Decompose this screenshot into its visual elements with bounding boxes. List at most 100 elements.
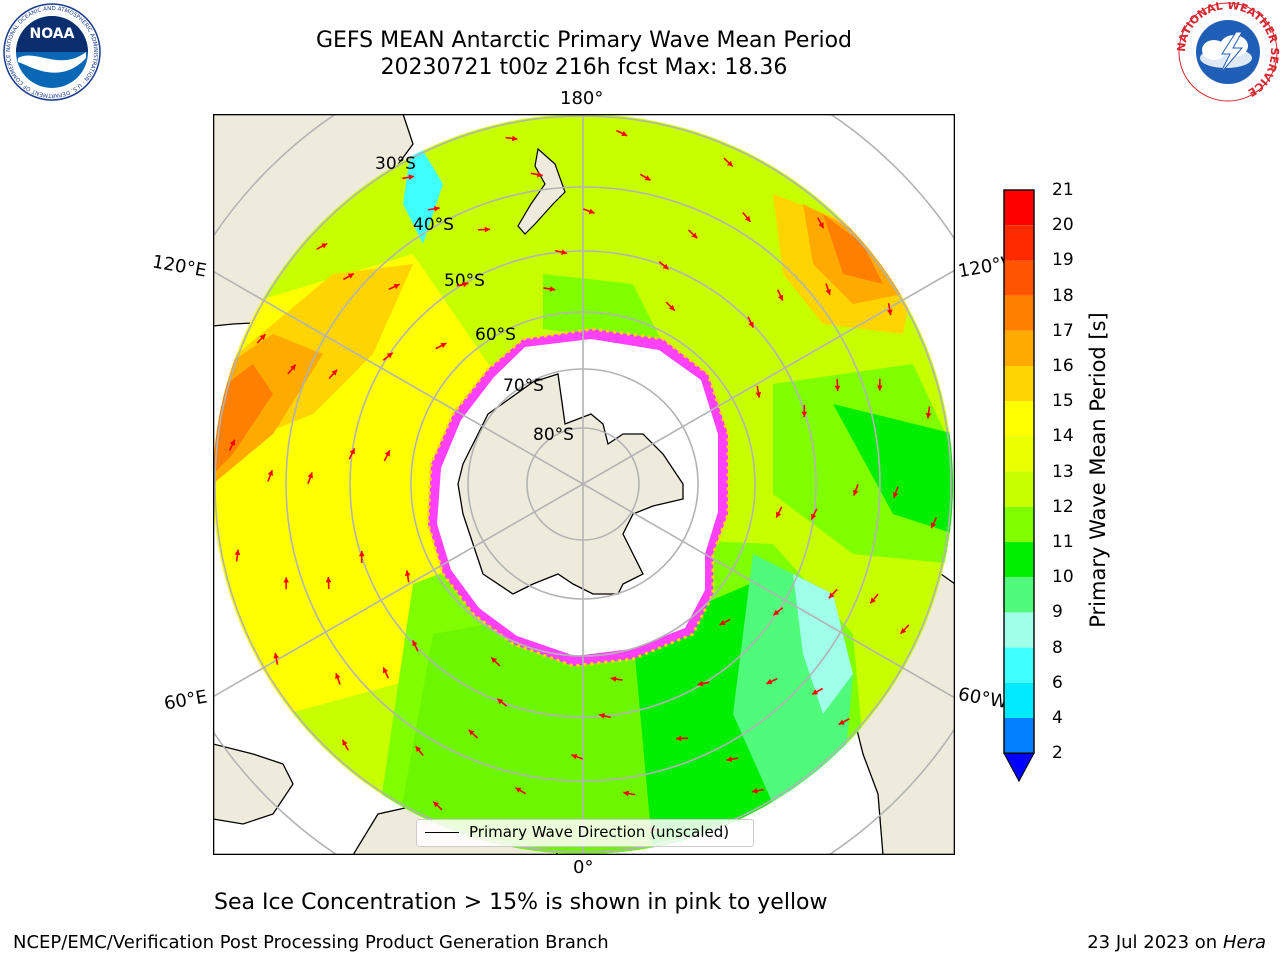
lon-label-0: 0° — [573, 857, 594, 878]
wave-arrow-head — [321, 243, 328, 249]
colorbar-segment — [1004, 436, 1034, 472]
noaa-logo-text: NOAA — [30, 26, 75, 42]
lat-label-50s: 50°S — [444, 271, 485, 291]
wave-arrow-head — [229, 439, 236, 446]
chart-title-line1: GEFS MEAN Antarctic Primary Wave Mean Pe… — [315, 28, 853, 53]
wave-arrow-head — [755, 391, 762, 398]
legend-line-swatch — [425, 832, 459, 833]
colorbar-label: Primary Wave Mean Period [s] — [1086, 312, 1110, 628]
wave-arrow-head — [892, 491, 899, 498]
wave-arrow-head — [549, 286, 556, 292]
wave-arrow-head — [347, 273, 354, 279]
wave-arrow-head — [588, 208, 595, 215]
colorbar-tick: 15 — [1052, 391, 1074, 412]
colorbar-segment — [1004, 295, 1034, 331]
wave-arrow-head — [484, 226, 491, 233]
colorbar-extend-arrow — [1003, 752, 1035, 783]
colorbar-tick: 20 — [1052, 215, 1074, 236]
lat-label-60s: 60°S — [475, 325, 516, 345]
colorbar-tick: 17 — [1052, 320, 1074, 341]
wave-arrow-head — [358, 550, 365, 557]
lat-label-30s: 30°S — [375, 154, 416, 174]
colorbar-segment — [1004, 647, 1034, 683]
wave-arrow-head — [386, 352, 393, 359]
colorbar-tick: 6 — [1052, 672, 1063, 693]
wave-arrow-head — [433, 205, 440, 212]
colorbar-segment — [1004, 577, 1034, 613]
wave-arrow-head — [515, 787, 522, 793]
wave-arrow-head — [811, 513, 817, 520]
wave-arrow-head — [777, 294, 784, 301]
graticule — [213, 114, 955, 855]
colorbar-tick: 8 — [1052, 637, 1063, 658]
colorbar-segment — [1004, 471, 1034, 507]
colorbar-segment — [1004, 682, 1034, 718]
land-antarctica — [457, 373, 684, 595]
colorbar-tick: 14 — [1052, 426, 1074, 447]
colorbar-segment — [1004, 366, 1034, 402]
wave-arrow-head — [773, 609, 780, 616]
wave-arrow-head — [393, 283, 400, 290]
wave-arrow-head — [930, 522, 937, 529]
wave-arrow-head — [621, 130, 628, 137]
colorbar-segment — [1004, 260, 1034, 296]
noaa-logo-icon: NOAA NATIONAL OCEANIC AND ATMOSPHERIC AD… — [0, 2, 104, 102]
wave-arrow-head — [412, 640, 418, 647]
wave-arrow-head — [886, 309, 893, 316]
wave-arrow-head — [599, 713, 605, 719]
wave-arrow-head — [852, 489, 859, 496]
footer-date-text: 23 Jul 2023 on — [1087, 932, 1218, 953]
wave-arrow-head — [870, 597, 876, 604]
wave-arrow-head — [838, 719, 845, 725]
wave-arrow-head — [325, 576, 332, 583]
wave-arrow-head — [623, 790, 629, 797]
wave-arrow-head — [744, 215, 751, 222]
colorbar-frame — [1003, 189, 1035, 754]
wave-arrow-head — [511, 135, 518, 142]
wave-arrow-head — [751, 787, 758, 794]
colorbar-tick: 19 — [1052, 250, 1074, 271]
wave-arrow-head — [335, 673, 341, 680]
colorbar-segment — [1004, 330, 1034, 366]
colorbar-tick: 4 — [1052, 708, 1063, 728]
wave-arrow-head — [697, 680, 704, 687]
colorbar-segment — [1004, 612, 1034, 648]
colorbar-tick: 18 — [1052, 285, 1074, 306]
colorbar-tick: 21 — [1052, 180, 1074, 200]
colorbar-tick: 11 — [1052, 532, 1074, 552]
land-new-zealand — [517, 147, 566, 235]
colorbar — [1003, 189, 1035, 783]
wave-arrow-head — [662, 263, 669, 270]
wave-arrow-head — [719, 619, 726, 626]
wave-arrow-head — [349, 448, 355, 455]
wave-arrow-head — [691, 232, 698, 239]
wave-arrow-head — [825, 288, 831, 295]
wave-arrow-head — [801, 411, 808, 418]
colorbar-tick: 12 — [1052, 496, 1074, 517]
wave-arrow-head — [726, 160, 733, 167]
wave-arrow-head — [571, 753, 578, 760]
footer-date: 23 Jul 2023 on Hera — [1087, 932, 1266, 953]
wave-arrow-head — [900, 627, 907, 634]
lon-label-120e: 120°E — [150, 251, 209, 282]
sea-ice-note: Sea Ice Concentration > 15% is shown in … — [214, 890, 828, 915]
wave-arrow-head — [491, 657, 498, 664]
wave-arrow-head — [331, 369, 338, 376]
wave-arrow-head — [726, 756, 733, 763]
colorbar-segment — [1004, 190, 1034, 226]
wave-arrow-head — [307, 472, 314, 479]
wave-arrow-head — [766, 678, 773, 685]
nws-logo-icon: NATIONAL WEATHER SERVICE — [1175, 0, 1280, 102]
wave-arrow-head — [748, 321, 754, 328]
wave-arrow-head — [234, 549, 241, 556]
lat-label-40s: 40°S — [413, 215, 454, 235]
chart-title-line2: 20230721 t00z 216h fcst Max: 18.36 — [380, 55, 788, 80]
lat-label-80s: 80°S — [533, 425, 574, 445]
colorbar-segment — [1004, 542, 1034, 578]
wave-arrow-head — [668, 304, 675, 311]
wave-arrow-head — [812, 689, 819, 695]
wave-arrow-head — [415, 746, 422, 753]
wave-direction-arrows — [228, 129, 938, 839]
wave-arrow-head — [876, 385, 883, 391]
polar-map: 30°S 40°S 50°S 60°S 70°S 80°S — [213, 114, 955, 855]
